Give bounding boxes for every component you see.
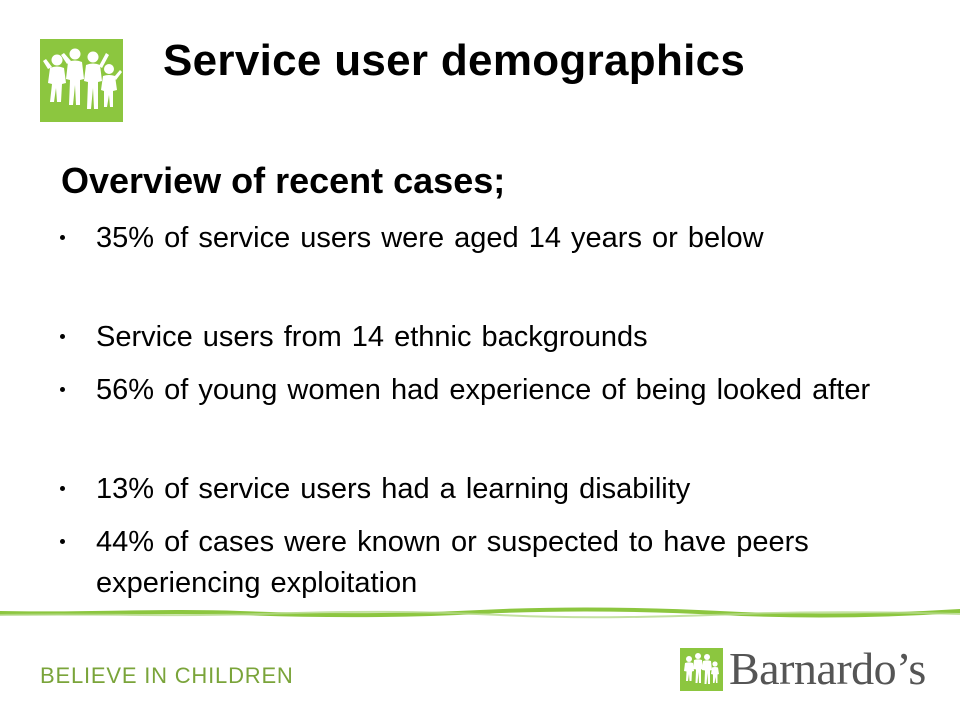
section-subheading: Overview of recent cases;: [61, 160, 506, 201]
list-item-text: 44% of cases were known or suspected to …: [96, 526, 809, 599]
bullet-dot-icon: [60, 235, 65, 240]
footer-divider: [0, 607, 960, 619]
list-item: Service users from 14 ethnic backgrounds: [60, 317, 900, 358]
footer-tagline: BELIEVE IN CHILDREN: [40, 663, 294, 688]
list-item-text: 13% of service users had a learning disa…: [96, 473, 691, 505]
bullet-dot-icon: [60, 334, 65, 339]
list-item: 35% of service users were aged 14 years …: [60, 218, 900, 259]
brand-logo-mark: [680, 648, 723, 691]
page-title: Service user demographics: [163, 36, 746, 85]
list-item-text: Service users from 14 ethnic backgrounds: [96, 321, 648, 353]
brand-name: Barnardo’s: [729, 643, 926, 694]
list-item: 56% of young women had experience of bei…: [60, 370, 900, 411]
list-item-text: 56% of young women had experience of bei…: [96, 374, 871, 406]
barnardos-figures-icon: [684, 653, 719, 684]
list-item-text: 35% of service users were aged 14 years …: [96, 222, 764, 254]
bullet-dot-icon: [60, 486, 65, 491]
list-item: 44% of cases were known or suspected to …: [60, 522, 900, 604]
bullet-dot-icon: [60, 387, 65, 392]
bullet-dot-icon: [60, 539, 65, 544]
barnardos-logo: [40, 39, 123, 122]
list-item: 13% of service users had a learning disa…: [60, 469, 900, 510]
children-figures-logo-icon: [43, 48, 122, 109]
